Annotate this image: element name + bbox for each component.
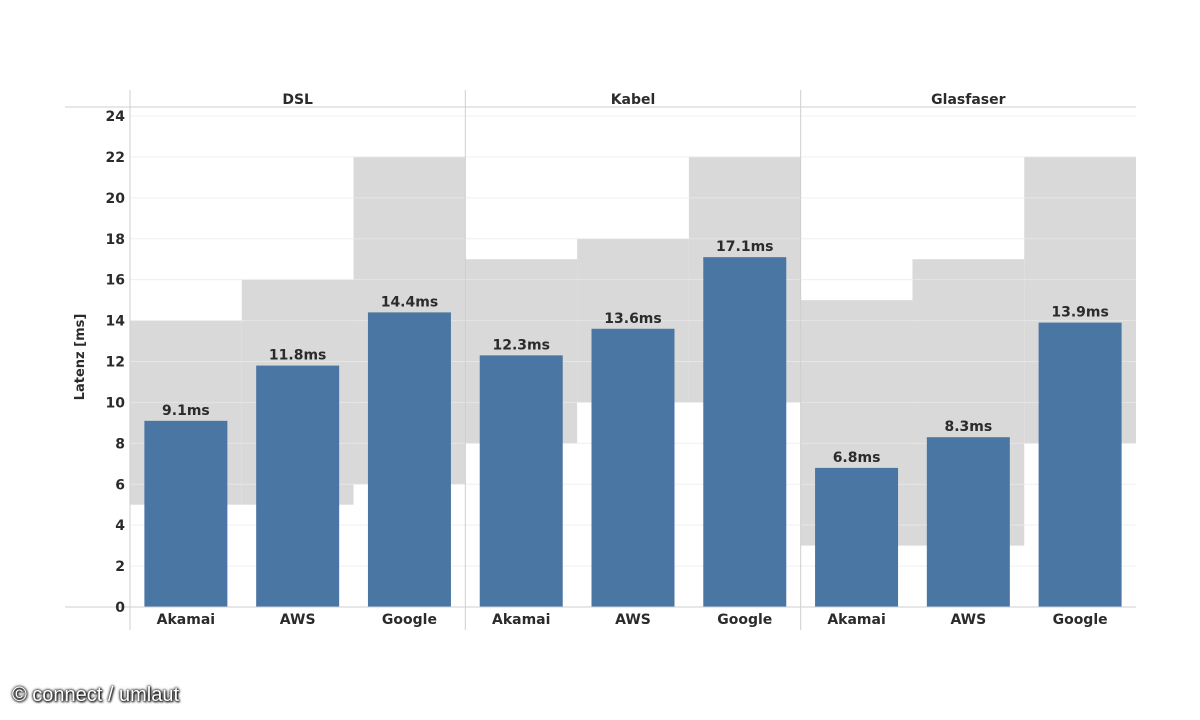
- y-tick-label: 2: [115, 559, 125, 575]
- data-label: 17.1ms: [716, 239, 773, 255]
- data-label: 12.3ms: [492, 337, 549, 353]
- bar: [591, 328, 675, 607]
- category-label: Akamai: [157, 612, 215, 628]
- data-label: 13.9ms: [1051, 305, 1108, 321]
- bar: [144, 420, 228, 607]
- category-label: Google: [717, 612, 772, 628]
- bar: [703, 257, 787, 607]
- bar: [926, 437, 1010, 607]
- y-tick-label: 22: [106, 150, 125, 166]
- bar: [815, 467, 899, 607]
- y-tick-label: 14: [106, 314, 126, 330]
- data-label: 13.6ms: [604, 311, 661, 327]
- category-label: Google: [382, 612, 437, 628]
- category-label: Akamai: [492, 612, 550, 628]
- y-tick-label: 0: [115, 600, 125, 616]
- bar: [479, 355, 563, 607]
- y-tick-label: 12: [106, 355, 125, 371]
- y-tick-label: 18: [106, 232, 125, 248]
- y-tick-label: 10: [106, 395, 126, 411]
- copyright-credit: © connect / umlaut: [12, 684, 180, 706]
- y-tick-label: 16: [106, 273, 125, 289]
- category-label: AWS: [615, 612, 651, 628]
- panel-title: DSL: [282, 92, 313, 108]
- data-label: 8.3ms: [944, 419, 992, 435]
- bar: [367, 312, 451, 607]
- data-label: 11.8ms: [269, 348, 326, 364]
- category-label: AWS: [280, 612, 316, 628]
- y-tick-label: 6: [115, 477, 125, 493]
- category-label: Google: [1053, 612, 1108, 628]
- category-label: Akamai: [827, 612, 885, 628]
- data-label: 9.1ms: [162, 403, 210, 419]
- category-label: AWS: [950, 612, 986, 628]
- y-axis-label: Latenz [ms]: [73, 314, 88, 401]
- y-tick-label: 8: [115, 436, 125, 452]
- data-label: 6.8ms: [833, 450, 881, 466]
- y-tick-label: 4: [115, 518, 125, 534]
- bar: [1038, 322, 1122, 607]
- data-label: 14.4ms: [381, 294, 438, 310]
- panel-title: Kabel: [611, 92, 656, 108]
- y-tick-label: 20: [106, 191, 126, 207]
- bar: [256, 365, 340, 607]
- y-tick-label: 24: [106, 109, 126, 125]
- panel-title: Glasfaser: [931, 92, 1005, 108]
